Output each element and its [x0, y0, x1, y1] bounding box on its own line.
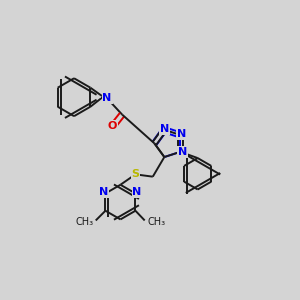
- Text: N: N: [132, 187, 142, 197]
- Text: CH₃: CH₃: [147, 217, 165, 226]
- Text: S: S: [131, 169, 140, 179]
- Text: O: O: [107, 121, 117, 130]
- Text: N: N: [178, 147, 187, 157]
- Text: N: N: [160, 124, 169, 134]
- Text: N: N: [103, 93, 112, 103]
- Text: N: N: [177, 129, 186, 139]
- Text: N: N: [99, 187, 109, 197]
- Text: CH₃: CH₃: [75, 217, 93, 226]
